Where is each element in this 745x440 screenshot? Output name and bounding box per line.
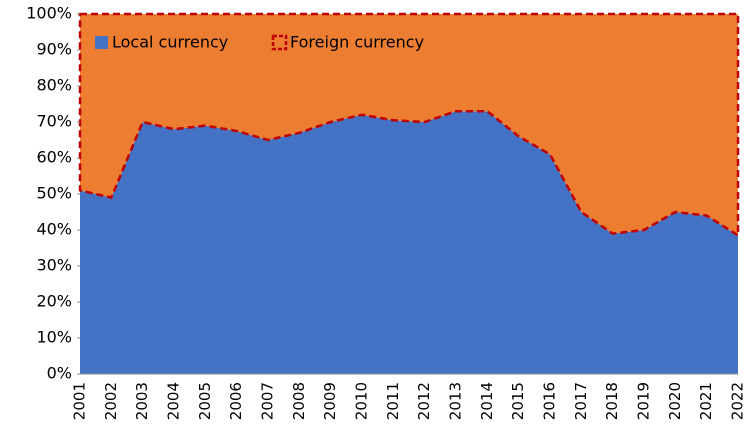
y-tick-label: 30%	[36, 256, 72, 275]
y-tick-label: 40%	[36, 220, 72, 239]
x-tick-label: 2021	[697, 382, 715, 420]
x-tick-label: 2004	[165, 382, 183, 420]
y-tick-label: 60%	[36, 148, 72, 167]
x-tick-label: 2001	[71, 382, 89, 420]
x-tick-label: 2011	[384, 382, 402, 420]
x-tick-label: 2020	[666, 382, 684, 420]
x-tick-label: 2010	[353, 382, 371, 420]
x-tick-label: 2008	[290, 382, 308, 420]
y-tick-label: 10%	[36, 328, 72, 347]
x-tick-label: 2018	[603, 382, 621, 420]
legend-swatch	[95, 36, 108, 49]
legend-swatch	[273, 36, 286, 49]
y-tick-label: 0%	[47, 364, 72, 383]
y-tick-label: 80%	[36, 76, 72, 95]
x-tick-label: 2015	[509, 382, 527, 420]
y-tick-label: 70%	[36, 112, 72, 131]
x-tick-label: 2016	[541, 382, 559, 420]
y-tick-label: 20%	[36, 292, 72, 311]
legend-label: Local currency	[112, 33, 228, 52]
x-tick-label: 2009	[321, 382, 339, 420]
y-tick-label: 50%	[36, 184, 72, 203]
legend-label: Foreign currency	[290, 33, 424, 52]
x-tick-label: 2012	[415, 382, 433, 420]
x-tick-label: 2002	[102, 382, 120, 420]
y-tick-label: 90%	[36, 40, 72, 59]
x-tick-label: 2013	[447, 382, 465, 420]
x-tick-label: 2019	[635, 382, 653, 420]
x-tick-label: 2005	[196, 382, 214, 420]
x-tick-label: 2007	[259, 382, 277, 420]
x-tick-label: 2017	[572, 382, 590, 420]
x-tick-label: 2006	[227, 382, 245, 420]
x-tick-label: 2022	[729, 382, 745, 420]
x-tick-label: 2014	[478, 382, 496, 420]
y-tick-label: 100%	[26, 4, 72, 23]
x-tick-label: 2003	[133, 382, 151, 420]
